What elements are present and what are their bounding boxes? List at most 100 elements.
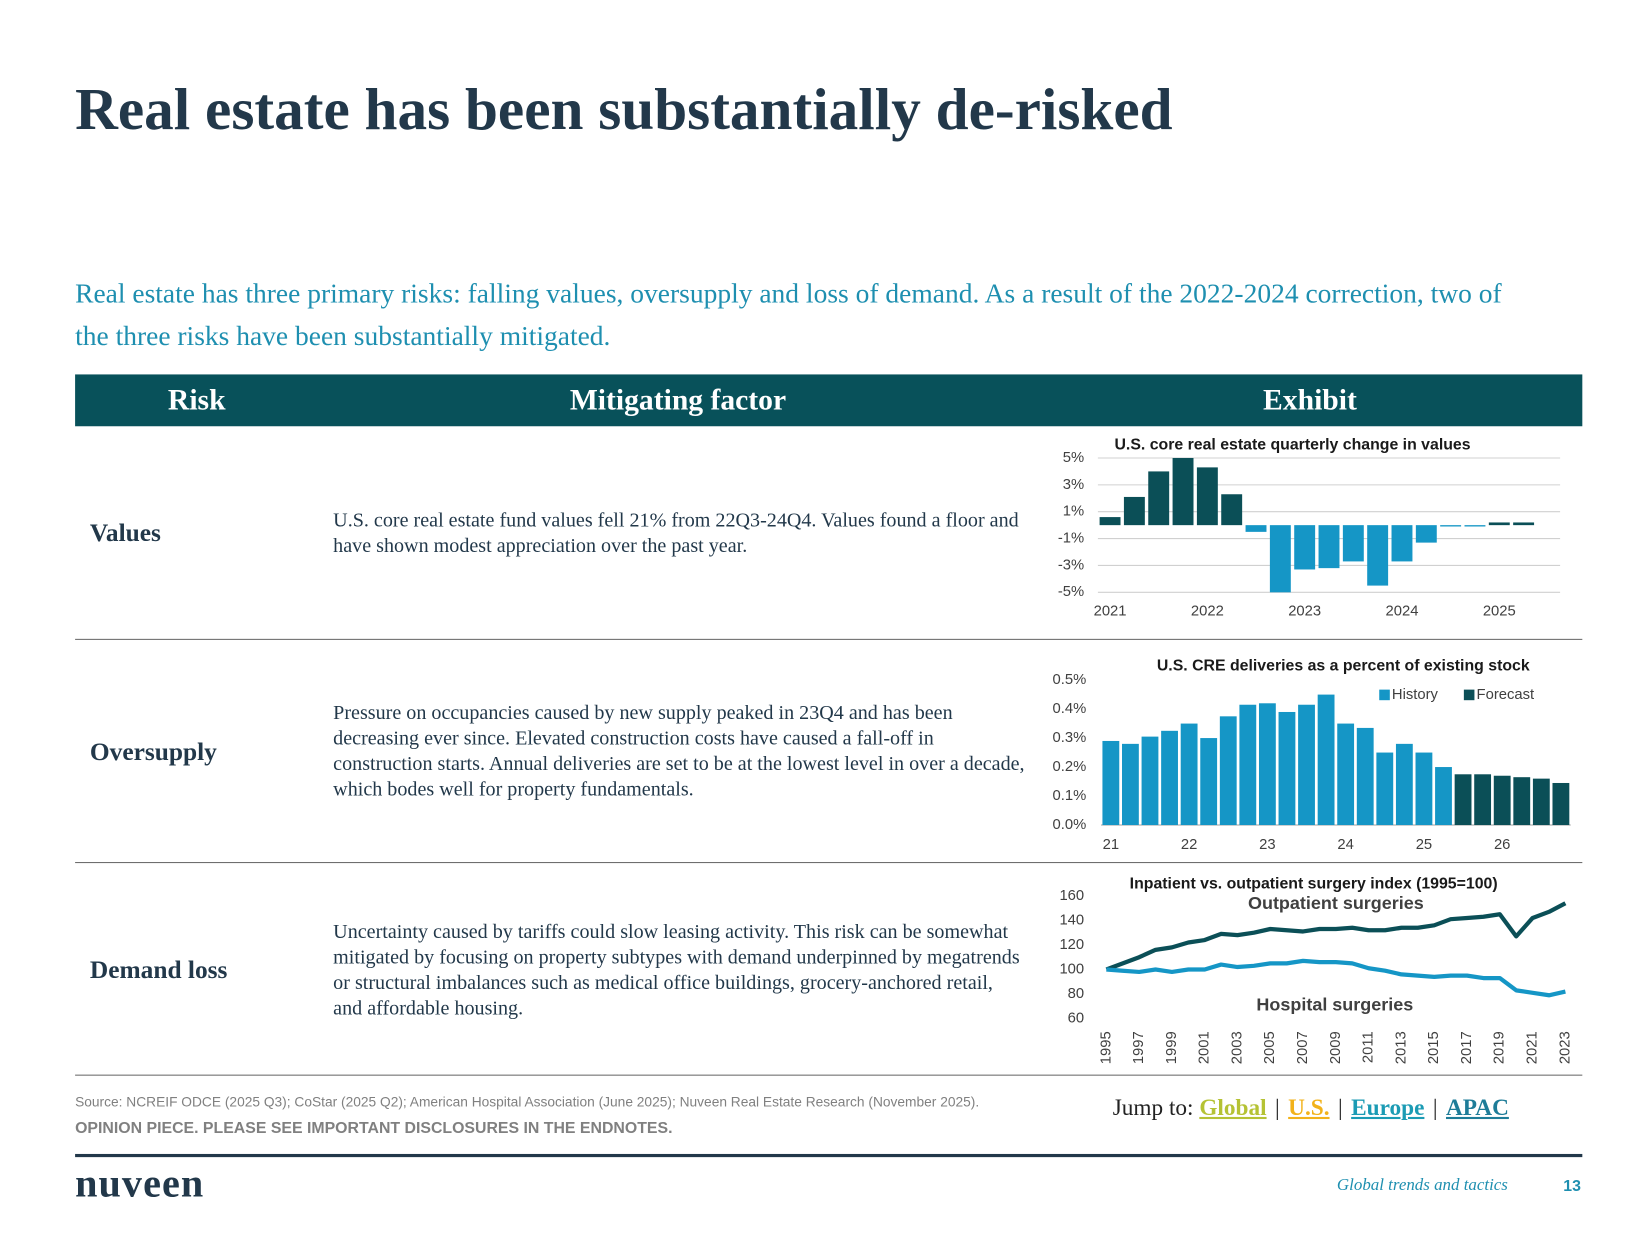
bar: [1464, 525, 1486, 527]
y-tick-label: -3%: [1058, 557, 1084, 573]
bar: [1258, 703, 1276, 826]
nav-link[interactable]: Global: [1199, 1093, 1267, 1121]
bar: [1440, 525, 1462, 527]
bar: [1298, 704, 1315, 826]
bar: [1219, 716, 1237, 826]
legend-swatch: [1463, 689, 1475, 701]
row-divider: [75, 862, 1583, 864]
line-series: [1106, 958, 1566, 998]
y-tick-label: -1%: [1058, 530, 1084, 546]
series-label: Hospital surgeries: [1256, 995, 1413, 1015]
bar: [1552, 782, 1570, 826]
x-tick-label: 26: [1494, 837, 1510, 853]
brand-logo: nuveen: [75, 1161, 205, 1206]
chart-title: U.S. core real estate quarterly change i…: [1114, 436, 1470, 453]
x-tick-label: 22: [1181, 837, 1197, 853]
bar: [1415, 752, 1433, 826]
table-header: Risk Mitigating factor Exhibit: [75, 374, 1583, 427]
x-tick-label: 2021: [1094, 603, 1127, 619]
nav-link[interactable]: APAC: [1445, 1093, 1509, 1121]
chart-title: U.S. CRE deliveries as a percent of exis…: [1157, 658, 1530, 675]
bar: [1099, 517, 1121, 526]
chart-title: Inpatient vs. outpatient surgery index (…: [1130, 875, 1498, 892]
bar: [1376, 752, 1394, 826]
nav-link[interactable]: Europe: [1351, 1093, 1425, 1121]
x-tick-label: 2022: [1191, 603, 1224, 619]
y-tick-label: 80: [1068, 986, 1084, 1002]
y-tick-label: 140: [1059, 912, 1084, 928]
factor-text: Pressure on occupancies caused by new su…: [333, 702, 1025, 801]
bar: [1435, 767, 1452, 826]
series-label: Outpatient surgeries: [1248, 893, 1424, 913]
bar: [1318, 525, 1340, 569]
bar: [1532, 778, 1550, 826]
y-tick-label: 1%: [1063, 504, 1084, 520]
bar: [1180, 723, 1198, 826]
page-number: 13: [1563, 1177, 1581, 1196]
bar: [1342, 525, 1364, 562]
disclaimer: OPINION PIECE. PLEASE SEE IMPORTANT DISC…: [75, 1119, 673, 1138]
column-header: Risk: [167, 383, 226, 417]
bar: [1294, 525, 1316, 570]
y-tick-label: 160: [1059, 888, 1084, 904]
bar: [1488, 522, 1510, 526]
x-tick-label: 2005: [1262, 1031, 1278, 1064]
bar: [1395, 743, 1413, 826]
y-tick-label: 60: [1068, 1010, 1084, 1026]
bar: [1513, 777, 1531, 826]
bar: [1148, 471, 1170, 526]
footer-rule: [75, 1153, 1583, 1158]
x-tick-label: 21: [1103, 837, 1119, 853]
bar: [1278, 711, 1296, 826]
x-tick-label: 2023: [1288, 603, 1321, 619]
legend-swatch: [1379, 689, 1390, 701]
bar: [1200, 738, 1218, 826]
bar: [1317, 694, 1335, 826]
bar: [1513, 522, 1535, 526]
row-divider: [75, 1074, 1583, 1076]
y-tick-label: 3%: [1063, 477, 1084, 493]
y-tick-label: 120: [1059, 937, 1084, 953]
bar: [1141, 736, 1159, 826]
separator: |: [1338, 1093, 1343, 1121]
publication-name: Global trends and tactics: [1336, 1176, 1508, 1195]
bar: [1337, 723, 1355, 826]
x-tick-label: 2025: [1483, 603, 1516, 619]
x-tick-label: 2024: [1386, 603, 1419, 619]
legend-label: History: [1392, 687, 1439, 703]
column-header: Exhibit: [1263, 383, 1357, 417]
x-tick-label: 2001: [1197, 1031, 1213, 1064]
factor-text: Uncertainty caused by tariffs could slow…: [333, 921, 1020, 1020]
x-tick-label: 2003: [1229, 1031, 1245, 1064]
x-tick-label: 2007: [1295, 1031, 1311, 1064]
x-tick-label: 1997: [1131, 1031, 1147, 1064]
column-header: Mitigating factor: [569, 383, 787, 417]
x-tick-label: 2023: [1557, 1031, 1573, 1064]
x-tick-label: 1999: [1164, 1031, 1180, 1064]
bar: [1239, 704, 1257, 826]
x-tick-label: 2017: [1459, 1031, 1475, 1064]
risk-label: Demand loss: [89, 956, 228, 985]
bar: [1122, 743, 1139, 826]
jump-label: Jump to:: [1112, 1093, 1194, 1121]
nav-link[interactable]: U.S.: [1288, 1093, 1330, 1121]
x-tick-label: 2019: [1492, 1031, 1508, 1064]
y-tick-label: 0.5%: [1053, 672, 1087, 688]
bar: [1269, 525, 1291, 593]
y-tick-label: 0.2%: [1053, 759, 1087, 775]
line-series: [1105, 901, 1567, 972]
bar: [1221, 494, 1243, 526]
x-tick-label: 2009: [1328, 1031, 1344, 1064]
bar: [1161, 730, 1178, 826]
separator: |: [1275, 1093, 1280, 1121]
risk-label: Values: [89, 519, 161, 548]
y-tick-label: 0.1%: [1053, 788, 1087, 804]
legend-label: Forecast: [1477, 687, 1535, 703]
bar: [1454, 774, 1472, 826]
bar: [1245, 525, 1267, 532]
source-note: Source: NCREIF ODCE (2025 Q3); CoStar (2…: [75, 1093, 980, 1110]
x-tick-label: 2021: [1525, 1031, 1541, 1064]
separator: |: [1432, 1093, 1438, 1121]
